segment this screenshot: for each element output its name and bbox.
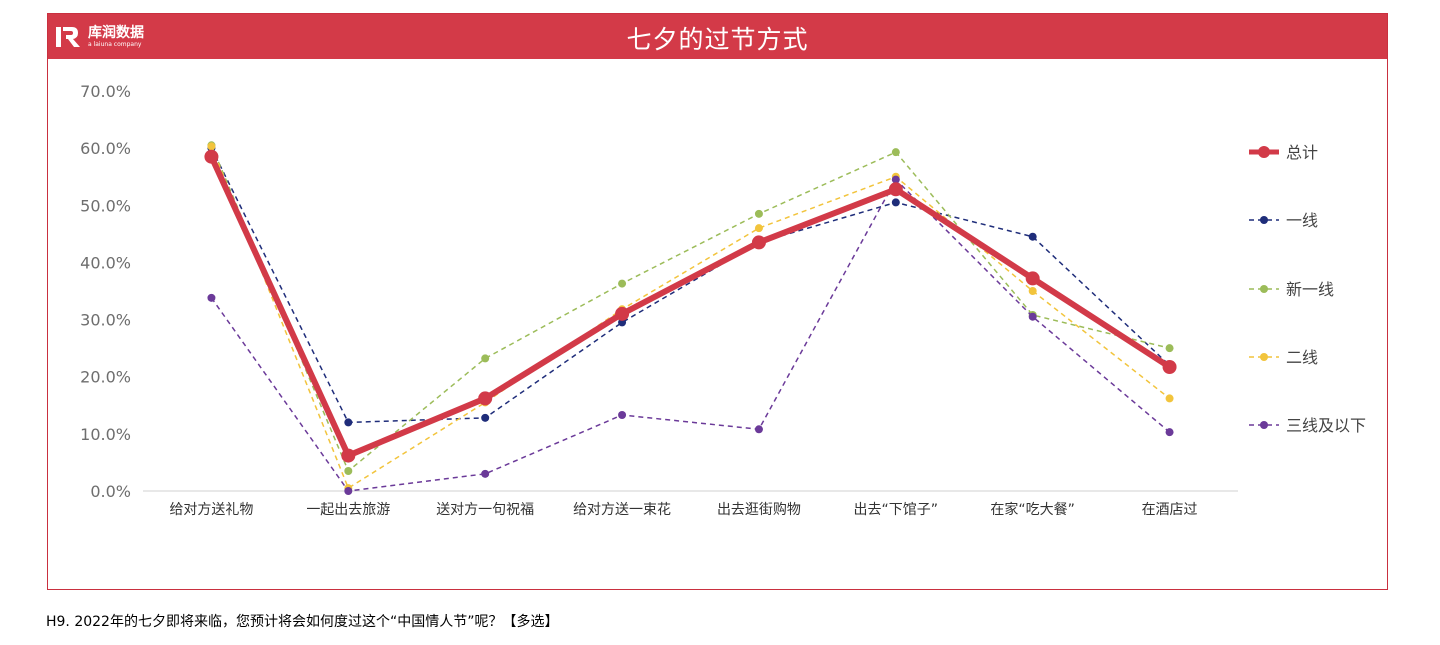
data-point <box>1028 312 1037 321</box>
x-category-label: 给对方送一束花 <box>573 502 671 518</box>
data-point <box>1025 271 1040 286</box>
data-point <box>1165 394 1174 403</box>
legend-marker <box>1260 216 1268 224</box>
y-tick-label: 40.0% <box>80 253 131 272</box>
legend-marker <box>1260 285 1268 293</box>
x-category-label: 一起出去旅游 <box>306 502 390 518</box>
legend-label: 一线 <box>1286 211 1318 230</box>
data-point <box>618 411 627 419</box>
line-chart: 0.0% 10.0% 20.0% 30.0% 40.0% 50.0% 60.0% 70.0% 给… <box>80 82 1366 518</box>
data-point <box>891 148 900 157</box>
data-point <box>1028 287 1037 295</box>
chart-frame: 库润数据 a laiuna company 七夕的过节方式 <box>47 13 1388 590</box>
data-point <box>1028 232 1037 241</box>
x-category-label: 出去逛街购物 <box>717 502 801 518</box>
data-point <box>615 306 630 321</box>
data-point <box>344 418 353 427</box>
y-tick-label: 70.0% <box>80 82 131 101</box>
data-point <box>207 293 216 302</box>
y-tick-label: 50.0% <box>80 196 131 215</box>
legend-label: 总计 <box>1286 143 1318 162</box>
y-tick-label: 0.0% <box>90 482 131 501</box>
series-line <box>210 144 1170 472</box>
data-point <box>481 354 490 363</box>
data-point <box>207 142 216 151</box>
legend-marker <box>1258 146 1270 158</box>
data-point <box>344 487 353 495</box>
brand-logo: 库润数据 a laiuna company <box>54 23 144 51</box>
data-point <box>1165 344 1174 353</box>
data-point <box>204 149 219 164</box>
x-category-label: 在酒店过 <box>1142 502 1198 518</box>
x-category-label: 给对方送礼物 <box>169 502 253 518</box>
data-point <box>341 448 356 463</box>
data-point <box>481 469 490 478</box>
legend-marker <box>1260 353 1268 361</box>
data-point <box>618 279 627 288</box>
data-point <box>891 198 900 207</box>
y-tick-label: 30.0% <box>80 311 131 330</box>
data-point <box>754 224 763 233</box>
data-point <box>478 391 493 406</box>
x-category-label: 送对方一句祝福 <box>436 502 534 518</box>
series-line <box>210 147 1171 424</box>
series-line <box>208 155 1172 459</box>
y-tick-label: 60.0% <box>80 139 131 158</box>
chart-title: 七夕的过节方式 <box>626 25 809 54</box>
series-line <box>210 146 1171 489</box>
survey-question-footnote: H9. 2022年的七夕即将来临，您预计将会如何度过这个“中国情人节”呢？【多选… <box>46 614 559 630</box>
data-point <box>754 425 763 434</box>
legend-label: 新一线 <box>1286 280 1334 299</box>
data-point <box>481 413 490 422</box>
data-point <box>888 182 903 197</box>
data-point <box>1162 360 1177 374</box>
legend-label: 三线及以下 <box>1286 416 1366 435</box>
x-category-label: 在家“吃大餐” <box>990 501 1075 518</box>
data-point <box>891 175 900 184</box>
legend-marker <box>1260 421 1268 429</box>
data-point <box>1165 428 1174 437</box>
data-point <box>751 235 766 250</box>
x-category-label: 出去“下馆子” <box>854 502 939 518</box>
logo-tagline: a laiuna company <box>88 41 142 48</box>
logo-name: 库润数据 <box>88 25 144 41</box>
legend-label: 二线 <box>1286 348 1318 367</box>
chart-title-banner: 库润数据 a laiuna company 七夕的过节方式 <box>48 14 1387 59</box>
data-point <box>754 209 763 218</box>
data-point <box>344 467 353 475</box>
series-line <box>210 178 1171 492</box>
logo-icon <box>56 27 80 47</box>
y-tick-label: 10.0% <box>80 425 131 444</box>
y-tick-label: 20.0% <box>80 368 131 387</box>
